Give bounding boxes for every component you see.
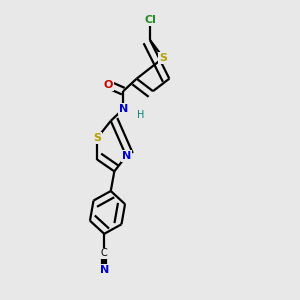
Text: Cl: Cl <box>144 15 156 25</box>
Text: N: N <box>100 266 109 275</box>
Text: S: S <box>93 133 101 143</box>
Text: N: N <box>118 104 128 114</box>
Text: S: S <box>159 53 167 63</box>
Text: C: C <box>101 248 108 258</box>
Text: O: O <box>104 80 113 90</box>
Text: N: N <box>122 151 131 161</box>
Text: H: H <box>137 110 144 120</box>
